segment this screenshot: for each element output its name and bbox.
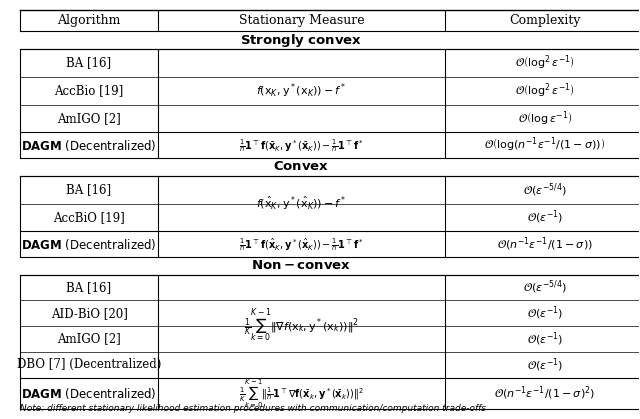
Text: BA [16]: BA [16] bbox=[67, 57, 111, 70]
Text: AID-BiO [20]: AID-BiO [20] bbox=[51, 307, 127, 320]
Text: Note: different stationary likelihood estimation procedures with communication/c: Note: different stationary likelihood es… bbox=[20, 404, 486, 414]
Text: $\mathcal{O}\left(\epsilon^{-1}\right)$: $\mathcal{O}\left(\epsilon^{-1}\right)$ bbox=[527, 356, 563, 374]
Text: $\mathcal{O}\left(\epsilon^{-1}\right)$: $\mathcal{O}\left(\epsilon^{-1}\right)$ bbox=[527, 330, 563, 348]
Text: $\mathcal{O}\left(\epsilon^{-1}\right)$: $\mathcal{O}\left(\epsilon^{-1}\right)$ bbox=[527, 305, 563, 322]
Text: $\mathbf{DAGM}$ (Decentralized): $\mathbf{DAGM}$ (Decentralized) bbox=[21, 386, 157, 401]
Text: $\mathcal{O}\left(\log^2 \epsilon^{-1}\right)$: $\mathcal{O}\left(\log^2 \epsilon^{-1}\r… bbox=[515, 82, 575, 100]
Text: Complexity: Complexity bbox=[509, 14, 580, 27]
Text: $\mathbf{DAGM}$ (Decentralized): $\mathbf{DAGM}$ (Decentralized) bbox=[21, 237, 157, 252]
Text: $\frac{1}{K}\sum_{k=0}^{K-1}\|\frac{1}{n}\mathbf{1}^\top\nabla\mathbf{f}(\bar{\m: $\frac{1}{K}\sum_{k=0}^{K-1}\|\frac{1}{n… bbox=[239, 377, 364, 410]
Text: $f(\mathrm{x}_K, \mathrm{y}^*(\mathrm{x}_K)) - f^*$: $f(\mathrm{x}_K, \mathrm{y}^*(\mathrm{x}… bbox=[256, 82, 347, 100]
Text: $\mathcal{O}\left(\log(n^{-1}\epsilon^{-1}/(1-\sigma))\right)$: $\mathcal{O}\left(\log(n^{-1}\epsilon^{-… bbox=[484, 136, 605, 155]
Text: $\mathbf{Strongly\ convex}$: $\mathbf{Strongly\ convex}$ bbox=[240, 32, 362, 49]
Text: AmIGO [2]: AmIGO [2] bbox=[57, 112, 121, 125]
Text: $\mathbf{Non-convex}$: $\mathbf{Non-convex}$ bbox=[252, 259, 351, 272]
Text: $\frac{1}{K}\sum_{k=0}^{K-1}\|\nabla f(\mathrm{x}_k, \mathrm{y}^*(\mathrm{x}_k)): $\frac{1}{K}\sum_{k=0}^{K-1}\|\nabla f(\… bbox=[244, 308, 359, 345]
Text: $f(\hat{\mathrm{x}}_K, \mathrm{y}^*(\hat{\mathrm{x}}_K)) - f^*$: $f(\hat{\mathrm{x}}_K, \mathrm{y}^*(\hat… bbox=[256, 194, 347, 212]
Text: $\mathcal{O}\left(\epsilon^{-5/4}\right)$: $\mathcal{O}\left(\epsilon^{-5/4}\right)… bbox=[523, 181, 567, 199]
Text: $\mathcal{O}\left(\log^2 \epsilon^{-1}\right)$: $\mathcal{O}\left(\log^2 \epsilon^{-1}\r… bbox=[515, 54, 575, 72]
Text: AccBiO [19]: AccBiO [19] bbox=[53, 211, 125, 224]
Text: $\frac{1}{n}\mathbf{1}^\top\mathbf{f}(\bar{\mathbf{x}}_K, \mathbf{y}^*(\bar{\mat: $\frac{1}{n}\mathbf{1}^\top\mathbf{f}(\b… bbox=[239, 137, 364, 154]
Text: $\mathbf{DAGM}$ (Decentralized): $\mathbf{DAGM}$ (Decentralized) bbox=[21, 138, 157, 153]
Bar bbox=[20, 10, 640, 31]
Text: BA [16]: BA [16] bbox=[67, 183, 111, 196]
Text: $\mathcal{O}\left(\epsilon^{-5/4}\right)$: $\mathcal{O}\left(\epsilon^{-5/4}\right)… bbox=[523, 279, 567, 296]
Text: DBO [7] (Decentralized): DBO [7] (Decentralized) bbox=[17, 358, 161, 371]
Text: AccBio [19]: AccBio [19] bbox=[54, 84, 124, 97]
Text: Algorithm: Algorithm bbox=[58, 14, 121, 27]
Text: $\mathcal{O}\left(\epsilon^{-1}\right)$: $\mathcal{O}\left(\epsilon^{-1}\right)$ bbox=[527, 209, 563, 226]
Text: Stationary Measure: Stationary Measure bbox=[239, 14, 364, 27]
Text: $\mathcal{O}(n^{-1}\epsilon^{-1}/(1-\sigma)^2)$: $\mathcal{O}(n^{-1}\epsilon^{-1}/(1-\sig… bbox=[494, 385, 595, 402]
Text: $\mathbf{Convex}$: $\mathbf{Convex}$ bbox=[273, 160, 330, 173]
Text: BA [16]: BA [16] bbox=[67, 281, 111, 294]
Text: $\frac{1}{n}\mathbf{1}^\top\mathbf{f}(\hat{\mathbf{x}}_K, \mathbf{y}^*(\hat{\mat: $\frac{1}{n}\mathbf{1}^\top\mathbf{f}(\h… bbox=[239, 236, 364, 253]
Text: $\mathcal{O}(n^{-1}\epsilon^{-1}/(1-\sigma))$: $\mathcal{O}(n^{-1}\epsilon^{-1}/(1-\sig… bbox=[497, 235, 593, 253]
Text: $\mathcal{O}\left(\log \epsilon^{-1}\right)$: $\mathcal{O}\left(\log \epsilon^{-1}\rig… bbox=[518, 109, 572, 128]
Text: AmIGO [2]: AmIGO [2] bbox=[57, 333, 121, 346]
